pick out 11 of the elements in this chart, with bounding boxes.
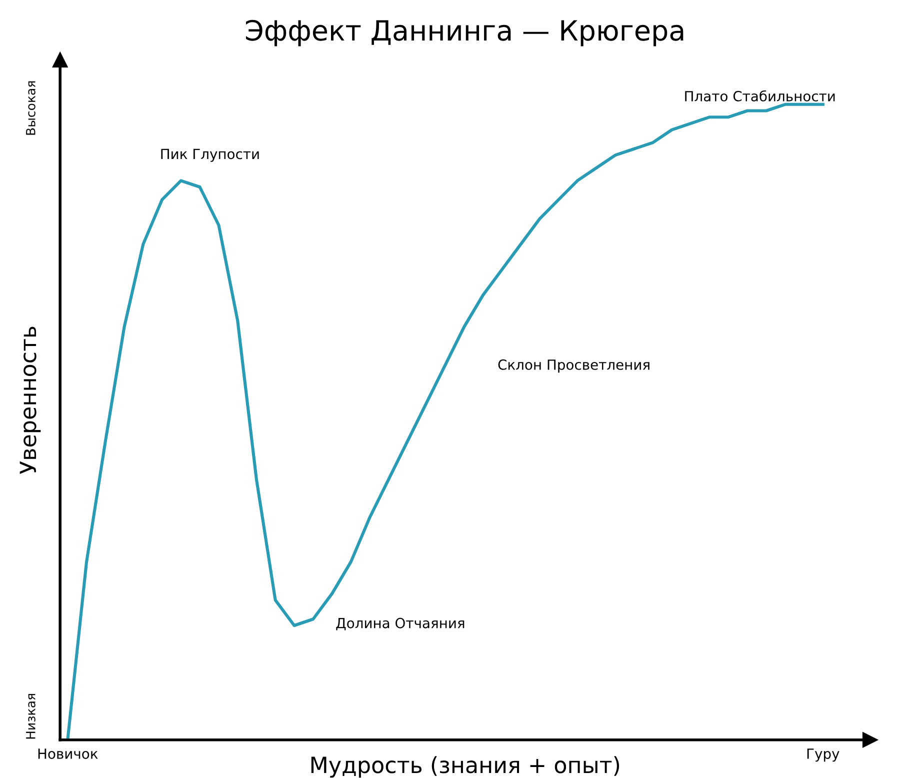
y-axis-title: Уверенность (20, 326, 41, 474)
chart-title: Эффект Даннинга — Крюгера (246, 20, 684, 46)
text: Низкая (26, 694, 36, 739)
annotation: Склон Просветления (498, 359, 650, 373)
x-tick-label: Новичок (38, 748, 98, 759)
x-tick-label: Гуру (807, 748, 840, 762)
annotation: Пик Глупости (161, 148, 259, 162)
x-axis-title: Мудрость (знания + опыт) (311, 756, 620, 778)
text: Высокая (26, 81, 36, 135)
annotation: Долина Отчаяния (336, 618, 464, 630)
text: Плато Стабильности (685, 90, 835, 102)
